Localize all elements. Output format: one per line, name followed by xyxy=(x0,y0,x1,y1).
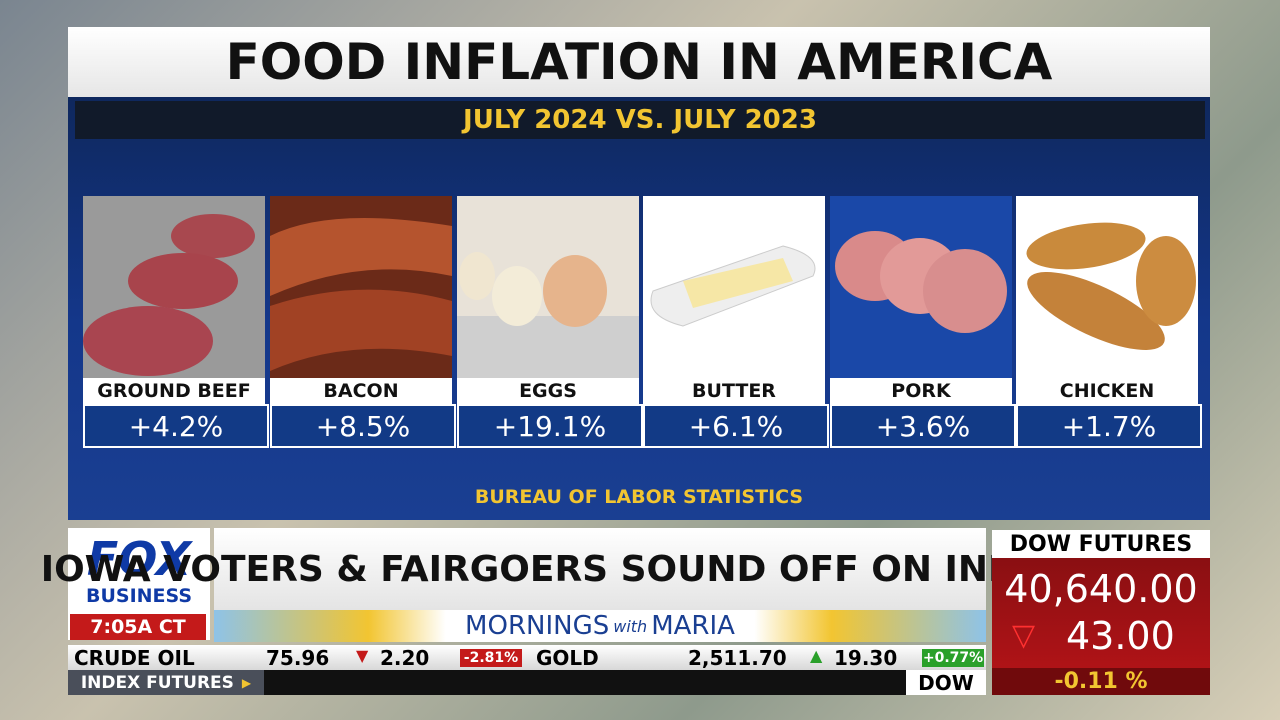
item-label: BACON xyxy=(270,378,452,404)
show-first: MORNINGS xyxy=(465,611,610,641)
show-last: MARIA xyxy=(651,611,735,641)
dow-value: 40,640.00 xyxy=(1004,567,1198,611)
dow-arrow: ▽ xyxy=(1012,618,1036,653)
title: FOOD INFLATION IN AMERICA xyxy=(68,27,1210,97)
index-name: DOW xyxy=(906,670,986,695)
headline: IOWA VOTERS & FAIRGOERS SOUND OFF ON INF… xyxy=(41,528,1159,610)
index-label: INDEX FUTURES ▶ xyxy=(68,670,264,695)
ticker-change: 19.30 xyxy=(834,646,898,670)
logo-business: BUSINESS xyxy=(85,585,193,607)
item-label: BUTTER xyxy=(643,378,825,404)
ticker-price: 75.96 xyxy=(266,646,330,670)
subtitle: JULY 2024 VS. JULY 2023 xyxy=(75,101,1205,139)
ticker-change: 2.20 xyxy=(380,646,430,670)
tile: BACON +8.5% xyxy=(270,196,456,448)
ticker-name: CRUDE OIL xyxy=(74,646,195,670)
item-label: EGGS xyxy=(457,378,639,404)
tile: BUTTER +6.1% xyxy=(643,196,829,448)
show-bar: MORNINGS with MARIA xyxy=(214,610,986,642)
index-label-text: INDEX FUTURES xyxy=(80,672,234,693)
down-arrow: ▼ xyxy=(356,646,369,665)
chicken-image xyxy=(1016,196,1198,378)
item-change: +6.1% xyxy=(643,404,829,448)
tile: GROUND BEEF +4.2% xyxy=(83,196,269,448)
item-label: PORK xyxy=(830,378,1012,404)
time: 7:05A CT xyxy=(70,614,206,640)
dow-percent: -0.11 % xyxy=(992,668,1210,695)
tile: PORK +3.6% xyxy=(830,196,1016,448)
tile: EGGS +19.1% xyxy=(457,196,643,448)
dow-title: DOW FUTURES xyxy=(992,530,1210,558)
logo-fox: FOX xyxy=(86,532,192,586)
ticker-percent: +0.77% xyxy=(922,649,984,667)
item-change: +3.6% xyxy=(830,404,1016,448)
item-label: GROUND BEEF xyxy=(83,378,265,404)
ticker-bar xyxy=(68,645,986,670)
show-middle: with xyxy=(613,616,648,636)
item-label: CHICKEN xyxy=(1016,378,1198,404)
item-change: +4.2% xyxy=(83,404,269,448)
pork-image xyxy=(830,196,1012,378)
item-change: +19.1% xyxy=(457,404,643,448)
ticker-percent: -2.81% xyxy=(460,649,522,667)
source: BUREAU OF LABOR STATISTICS xyxy=(474,486,804,508)
beef-image xyxy=(83,196,265,378)
butter-image xyxy=(643,196,825,378)
dow-change: 43.00 xyxy=(1066,614,1175,658)
ticker-price: 2,511.70 xyxy=(688,646,787,670)
ticker-name: GOLD xyxy=(536,646,599,670)
tile: CHICKEN +1.7% xyxy=(1016,196,1202,448)
eggs-image xyxy=(457,196,639,378)
item-change: +1.7% xyxy=(1016,404,1202,448)
bacon-image xyxy=(270,196,452,378)
up-arrow: ▲ xyxy=(810,646,823,665)
item-change: +8.5% xyxy=(270,404,456,448)
